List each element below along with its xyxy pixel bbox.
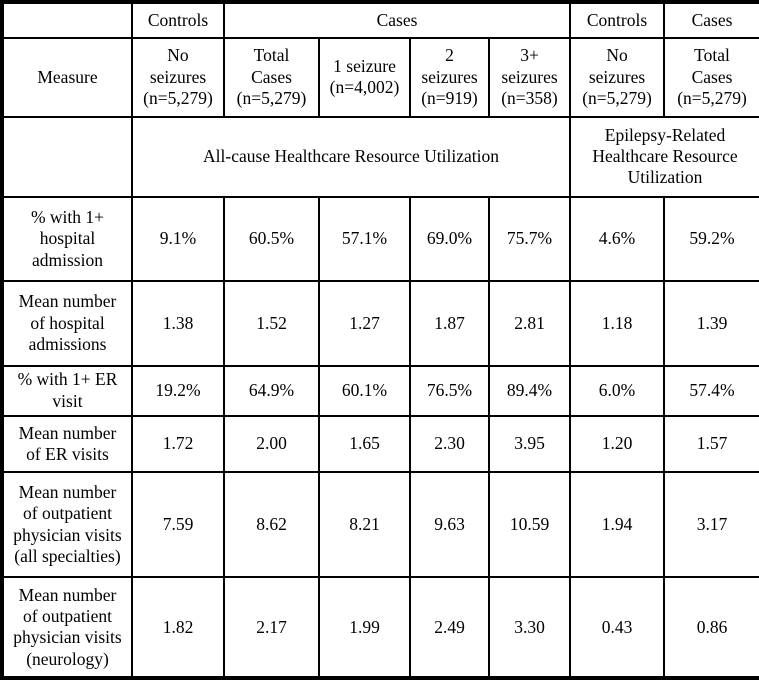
- data-cell: 6.0%: [569, 364, 666, 417]
- table-row: % with 1+ hospital admission 9.1% 60.5% …: [1, 195, 759, 283]
- data-cell: 2.00: [223, 414, 320, 474]
- table-row: Mean number of outpatient physician visi…: [1, 471, 759, 579]
- column-header-no-seizures-epilepsy: No seizures (n=5,279): [569, 37, 666, 118]
- group-header-controls-allcause: Controls: [131, 0, 225, 40]
- row-label: Mean number of ER visits: [1, 414, 133, 474]
- table-row: % with 1+ ER visit 19.2% 64.9% 60.1% 76.…: [1, 364, 759, 417]
- table-row: Mean number of ER visits 1.72 2.00 1.65 …: [1, 414, 759, 474]
- data-cell: 8.21: [318, 471, 411, 579]
- row-label: Mean number of outpatient physician visi…: [1, 471, 133, 579]
- row-label: % with 1+ hospital admission: [1, 195, 133, 283]
- column-header-2-seizures: 2 seizures (n=919): [409, 37, 490, 118]
- row-label: Mean number of outpatient physician visi…: [1, 576, 133, 679]
- data-cell: 89.4%: [487, 364, 572, 417]
- data-cell: 1.18: [569, 280, 666, 367]
- group-header-controls-epilepsy: Controls: [569, 0, 666, 40]
- data-cell: 3.95: [487, 414, 572, 474]
- data-cell: 1.57: [663, 414, 759, 474]
- group-header-row: Controls Cases Controls Cases: [1, 0, 759, 40]
- column-header-3plus-seizures: 3+ seizures (n=358): [487, 37, 572, 118]
- data-cell: 57.1%: [318, 195, 411, 283]
- data-cell: 1.38: [131, 280, 225, 367]
- data-cell: 1.65: [318, 414, 411, 474]
- data-cell: 0.86: [663, 576, 759, 679]
- group-header-cases-epilepsy: Cases: [663, 0, 759, 40]
- data-cell: 60.5%: [223, 195, 320, 283]
- measure-header-cell: Measure: [1, 37, 133, 118]
- data-cell: 69.0%: [409, 195, 490, 283]
- table-row: Mean number of outpatient physician visi…: [1, 576, 759, 679]
- group-header-cases-allcause: Cases: [222, 0, 572, 40]
- data-cell: 1.52: [223, 280, 320, 367]
- data-cell: 1.82: [131, 576, 225, 679]
- data-cell: 1.72: [131, 414, 225, 474]
- data-cell: 10.59: [487, 471, 572, 579]
- data-cell: 4.6%: [569, 195, 666, 283]
- data-cell: 75.7%: [487, 195, 572, 283]
- blank-cell: [1, 115, 133, 198]
- data-cell: 9.1%: [131, 195, 225, 283]
- row-label: Mean number of hospital admissions: [1, 280, 133, 367]
- data-cell: 7.59: [131, 471, 225, 579]
- data-cell: 1.39: [663, 280, 759, 367]
- data-cell: 57.4%: [663, 364, 759, 417]
- row-label: % with 1+ ER visit: [1, 364, 133, 417]
- data-cell: 2.30: [409, 414, 490, 474]
- data-cell: 3.30: [487, 576, 572, 679]
- column-header-total-cases: Total Cases (n=5,279): [223, 37, 320, 118]
- table-row: Mean number of hospital admissions 1.38 …: [1, 280, 759, 367]
- data-cell: 76.5%: [409, 364, 490, 417]
- data-cell: 3.17: [663, 471, 759, 579]
- blank-cell: [1, 0, 133, 40]
- data-cell: 8.62: [223, 471, 320, 579]
- data-cell: 64.9%: [223, 364, 320, 417]
- data-cell: 1.27: [318, 280, 411, 367]
- data-cell: 2.81: [487, 280, 572, 367]
- data-cell: 60.1%: [318, 364, 411, 417]
- data-cell: 2.49: [409, 576, 490, 679]
- section-row: All-cause Healthcare Resource Utilizatio…: [1, 115, 759, 198]
- data-cell: 1.20: [569, 414, 666, 474]
- section-epilepsy-related: Epilepsy-Related Healthcare Resource Uti…: [569, 115, 759, 198]
- data-cell: 59.2%: [663, 195, 759, 283]
- data-cell: 19.2%: [131, 364, 225, 417]
- data-cell: 1.94: [569, 471, 666, 579]
- section-all-cause: All-cause Healthcare Resource Utilizatio…: [130, 115, 572, 198]
- data-cell: 2.17: [223, 576, 320, 679]
- data-cell: 1.87: [409, 280, 490, 367]
- column-header-1-seizure: 1 seizure (n=4,002): [318, 37, 411, 118]
- column-header-row: Measure No seizures (n=5,279) Total Case…: [1, 37, 759, 118]
- column-header-total-cases-epilepsy: Total Cases (n=5,279): [663, 37, 759, 118]
- data-cell: 0.43: [569, 576, 666, 679]
- data-cell: 9.63: [409, 471, 490, 579]
- data-cell: 1.99: [318, 576, 411, 679]
- column-header-no-seizures: No seizures (n=5,279): [131, 37, 225, 118]
